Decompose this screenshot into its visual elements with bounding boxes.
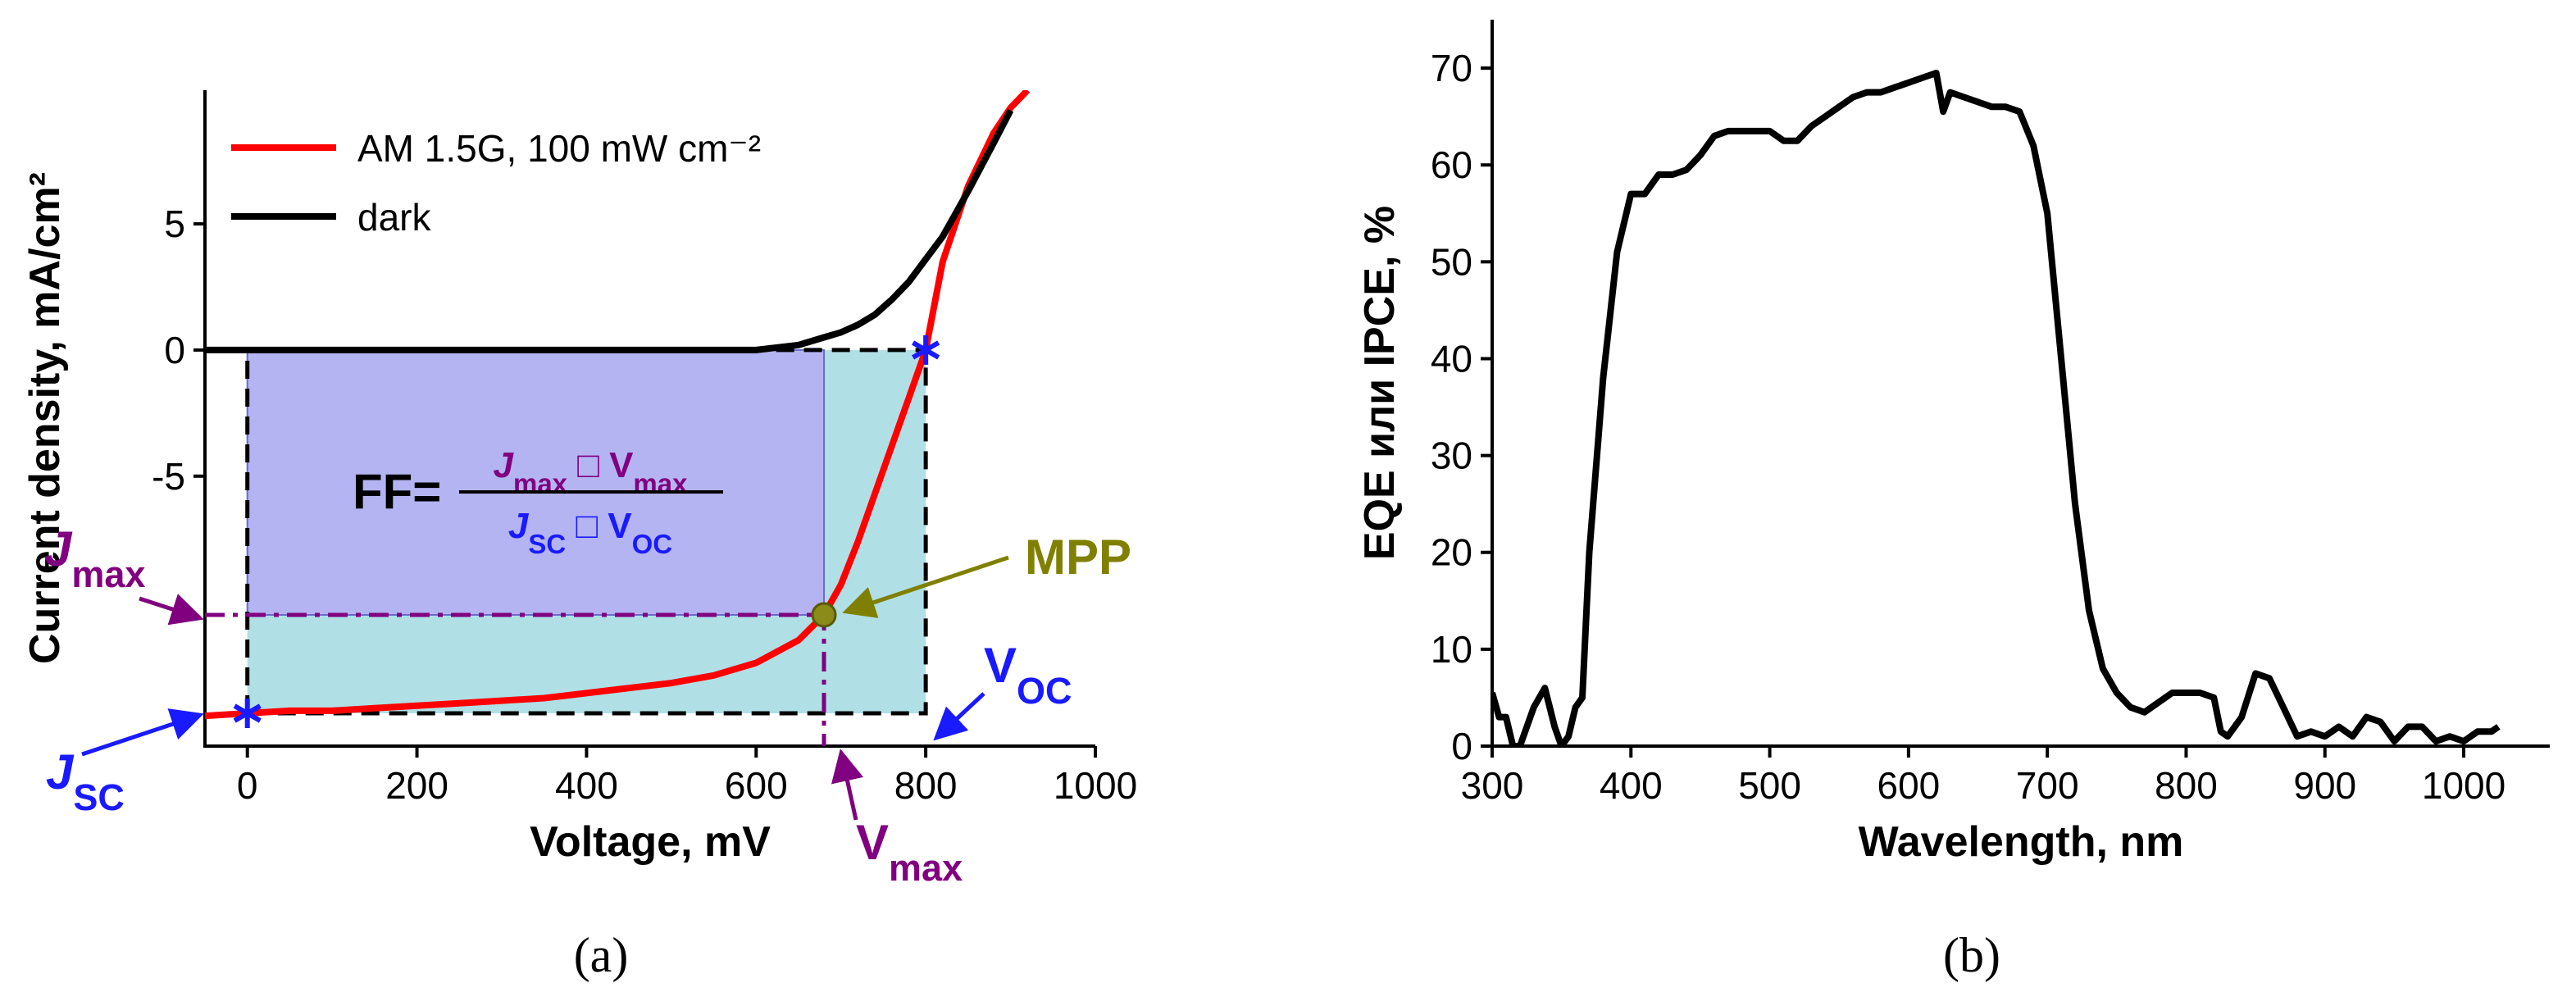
annotation-text: J [494, 445, 515, 485]
y-tick-label: 0 [1451, 725, 1472, 767]
x-tick-label: 300 [1461, 764, 1524, 807]
arrow [139, 594, 204, 626]
x-tick-label: 1000 [2422, 764, 2505, 807]
y-tick-label: 70 [1431, 47, 1472, 89]
x-axis-title: Voltage, mV [530, 818, 771, 866]
annotation-text: J [44, 521, 73, 576]
x-tick-label: 800 [894, 764, 958, 807]
x-tick-label: 500 [1738, 764, 1801, 807]
annotation: MPP [1025, 530, 1131, 585]
x-tick-label: 800 [2155, 764, 2218, 807]
x-tick-label: 200 [385, 764, 448, 807]
y-tick-label: 5 [164, 203, 185, 245]
mpp-area [246, 348, 826, 616]
background-layer [245, 348, 928, 716]
x-axis-title: Wavelength, nm [1859, 818, 2184, 866]
annotation-subscript: SC [73, 776, 125, 818]
axis-frame [1491, 20, 2550, 748]
x-tick-label: 0 [237, 764, 258, 807]
data-line [1492, 70, 2501, 746]
jsc-marker [233, 699, 262, 728]
annotation-text: □ V [566, 506, 632, 546]
y-tick-label: 40 [1431, 337, 1472, 380]
series-group [205, 90, 1031, 720]
annotation-subscript: OC [1017, 670, 1072, 712]
y-tick-label: 0 [164, 329, 185, 371]
arrow [81, 708, 204, 757]
star-stroke [233, 703, 262, 723]
x-tick-label: 600 [725, 764, 788, 807]
annotation-text: V [856, 815, 889, 870]
x-tick-label: 1000 [1054, 764, 1137, 807]
y-axis-title: EQE или IPCE, % [1356, 206, 1404, 560]
panel-label: (b) [1943, 928, 2000, 982]
arrow [831, 749, 864, 821]
y-tick-label: 50 [1431, 240, 1472, 283]
voc-marker [912, 335, 940, 365]
annotation: JSC □ VOC [508, 506, 672, 559]
annotation: Vmax [856, 815, 963, 889]
legend-label: dark [357, 196, 431, 239]
arrow [933, 692, 985, 741]
data-line [205, 108, 1014, 353]
annotation-subscript: max [889, 847, 963, 889]
y-tick-label: 20 [1431, 531, 1472, 574]
axis-frame [203, 90, 1095, 748]
formula-lhs: FF= [353, 464, 441, 519]
y-tick-label: -5 [152, 455, 185, 498]
annotation: Jmax [44, 521, 145, 595]
legend-label: AM 1.5G, 100 mW cm⁻² [357, 127, 761, 170]
annotation-subscript: OC [632, 529, 673, 559]
annotation-subscript: max [71, 553, 145, 595]
annotation-text: J [508, 506, 530, 546]
x-tick-label: 900 [2293, 764, 2356, 807]
x-tick-label: 700 [2016, 764, 2079, 807]
mpp-marker [811, 602, 837, 628]
y-tick-label: 10 [1431, 628, 1472, 671]
panel-label: (a) [574, 928, 629, 982]
annotation-subscript: SC [528, 529, 566, 559]
series-group [1492, 70, 2501, 746]
arrows [81, 555, 1009, 821]
annotation-text: V [984, 638, 1017, 693]
annotation-text: □ V [567, 445, 634, 485]
x-tick-label: 400 [1600, 764, 1663, 807]
y-tick-label: 30 [1431, 435, 1472, 477]
y-tick-label: 60 [1431, 143, 1472, 186]
data-line [205, 90, 1031, 720]
arrow [842, 555, 1009, 618]
annotation-text: J [46, 744, 75, 799]
star-stroke [912, 340, 940, 360]
annotation: JSC [46, 744, 125, 818]
x-tick-label: 400 [555, 764, 618, 807]
x-tick-label: 600 [1877, 764, 1940, 807]
annotation: VOC [984, 638, 1072, 712]
y-axis-title: Current density, mA/cm² [21, 172, 69, 664]
